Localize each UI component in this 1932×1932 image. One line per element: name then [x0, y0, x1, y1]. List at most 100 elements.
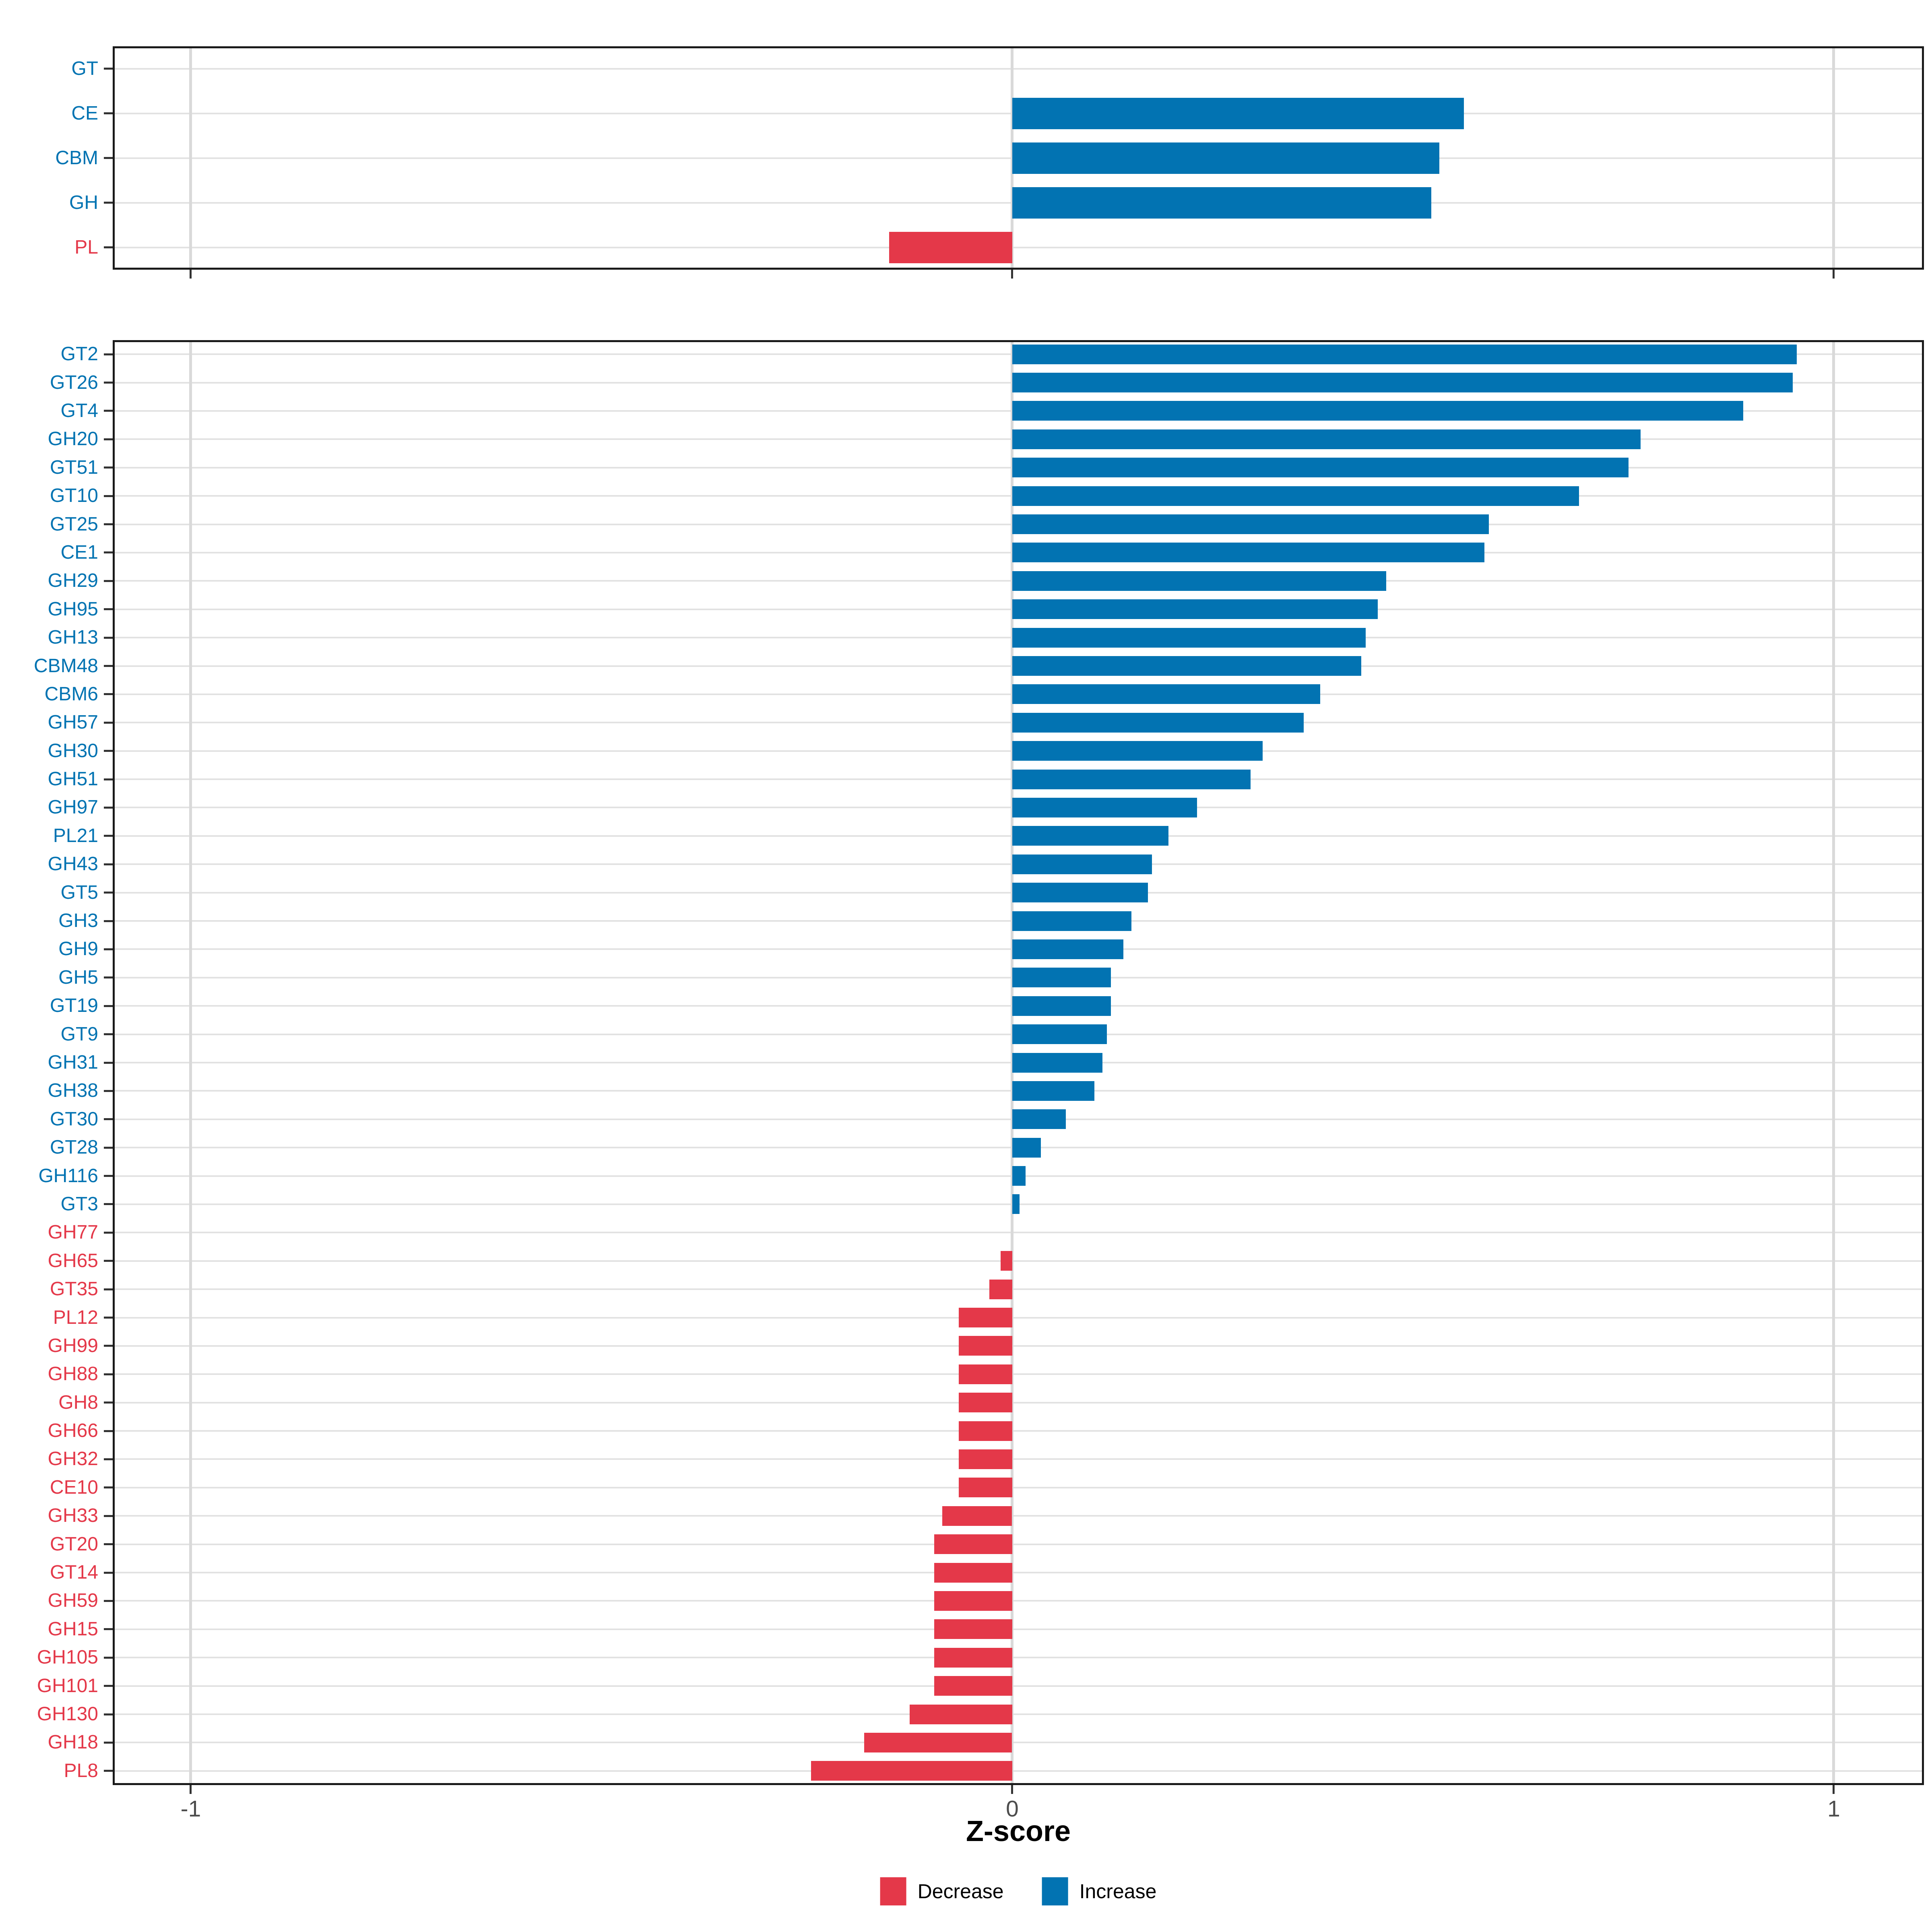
gridline-horizontal [113, 1742, 1924, 1743]
y-tick-mark [104, 551, 113, 553]
y-tick-mark [104, 112, 113, 114]
y-axis-label-GT9: GT9 [60, 1024, 98, 1045]
gridline-horizontal [113, 1345, 1924, 1347]
x-axis-title: Z-score [966, 1815, 1071, 1847]
y-tick-mark [104, 637, 113, 639]
y-tick-mark [104, 1062, 113, 1064]
bar-GH31 [1012, 1053, 1102, 1073]
y-axis-label-GH59: GH59 [47, 1590, 98, 1611]
y-tick-mark [104, 693, 113, 695]
bar-GH13 [1012, 628, 1366, 648]
gridline-horizontal [113, 1515, 1924, 1517]
y-axis-label-GH30: GH30 [47, 740, 98, 762]
y-tick-mark [104, 835, 113, 837]
gridline-horizontal [113, 1629, 1924, 1630]
bar-CBM6 [1012, 684, 1320, 704]
y-axis-label-PL12: PL12 [53, 1307, 98, 1328]
gridline-vertical [1011, 340, 1013, 1785]
y-axis-label-GH130: GH130 [37, 1703, 98, 1725]
y-axis-label-PL8: PL8 [64, 1760, 98, 1781]
y-tick-mark [104, 382, 113, 384]
gridline-horizontal [113, 1487, 1924, 1488]
bar-GH [1012, 187, 1431, 219]
y-tick-mark [104, 750, 113, 752]
y-tick-mark [104, 863, 113, 865]
bottom-panel [113, 340, 1924, 1785]
bar-GH101 [934, 1676, 1012, 1696]
bar-GT51 [1012, 458, 1629, 477]
y-axis-label-GH51: GH51 [47, 768, 98, 790]
bar-GH105 [934, 1648, 1012, 1668]
bar-GT25 [1012, 514, 1489, 534]
bar-PL12 [959, 1308, 1012, 1327]
y-axis-label-GT14: GT14 [50, 1562, 98, 1583]
legend-key-increase-swatch [1042, 1877, 1068, 1905]
gridline-horizontal [113, 1770, 1924, 1772]
gridline-horizontal [113, 1544, 1924, 1545]
y-tick-mark [104, 892, 113, 894]
bar-GH57 [1012, 713, 1304, 733]
y-tick-mark [104, 948, 113, 950]
y-axis-label-GH95: GH95 [47, 599, 98, 620]
gridline-horizontal [113, 1430, 1924, 1432]
y-axis-label-GH65: GH65 [47, 1250, 98, 1271]
bar-GH95 [1012, 599, 1378, 619]
y-tick-mark [104, 523, 113, 525]
y-tick-mark [104, 1458, 113, 1460]
y-axis-label-GT26: GT26 [50, 372, 98, 393]
gridline-horizontal [113, 1685, 1924, 1687]
y-tick-mark [104, 1742, 113, 1744]
y-tick-mark [104, 1628, 113, 1630]
legend-label-increase: Increase [1079, 1880, 1157, 1903]
y-axis-label-GT30: GT30 [50, 1108, 98, 1130]
x-tick-label: -1 [180, 1796, 201, 1822]
y-tick-mark [104, 246, 113, 248]
gridline-vertical [1832, 46, 1835, 270]
gridline-vertical [1832, 340, 1835, 1785]
y-tick-mark [104, 1175, 113, 1177]
gridline-horizontal [113, 68, 1924, 70]
y-axis-label-GH77: GH77 [47, 1222, 98, 1243]
bar-GH130 [910, 1705, 1012, 1724]
y-axis-label-GT3: GT3 [60, 1193, 98, 1215]
x-tick-mark [1833, 270, 1835, 279]
legend-key-decrease-swatch [880, 1877, 906, 1905]
y-axis-label-GH9: GH9 [58, 938, 98, 960]
bar-GH3 [1012, 911, 1131, 931]
gridline-horizontal [113, 247, 1924, 248]
y-axis-label-GH13: GH13 [47, 627, 98, 648]
y-axis-label-GT: GT [71, 58, 98, 79]
y-axis-label-GH116: GH116 [38, 1165, 98, 1187]
bar-GH66 [959, 1421, 1012, 1441]
y-axis-label-CBM48: CBM48 [33, 655, 98, 677]
x-tick-mark [1011, 270, 1013, 279]
y-tick-mark [104, 1345, 113, 1347]
bar-GH59 [934, 1591, 1012, 1611]
y-tick-mark [104, 1033, 113, 1035]
legend-item-decrease: Decrease [880, 1877, 1004, 1905]
bar-GH38 [1012, 1081, 1094, 1101]
x-tick-mark [1833, 1785, 1835, 1794]
x-tick-mark [190, 1785, 192, 1794]
y-axis-label-CE10: CE10 [50, 1477, 98, 1498]
x-tick-label: 1 [1827, 1796, 1840, 1822]
y-tick-mark [104, 665, 113, 667]
y-tick-mark [104, 495, 113, 497]
gridline-horizontal [113, 1600, 1924, 1602]
bar-GH15 [934, 1619, 1012, 1639]
y-tick-mark [104, 1600, 113, 1602]
y-axis-label-GH20: GH20 [47, 428, 98, 450]
y-tick-mark [104, 1657, 113, 1659]
bar-GH5 [1012, 968, 1111, 987]
y-axis-label-GT19: GT19 [50, 995, 98, 1016]
y-tick-mark [104, 157, 113, 159]
y-axis-label-PL: PL [74, 237, 98, 258]
y-tick-mark [104, 807, 113, 809]
bar-GH116 [1012, 1166, 1026, 1186]
bar-GT28 [1012, 1138, 1041, 1158]
bar-GH99 [959, 1336, 1012, 1356]
y-axis-label-GH38: GH38 [47, 1080, 98, 1101]
y-axis-label-GH32: GH32 [47, 1448, 98, 1470]
bar-GH43 [1012, 855, 1152, 874]
y-tick-mark [104, 1260, 113, 1262]
